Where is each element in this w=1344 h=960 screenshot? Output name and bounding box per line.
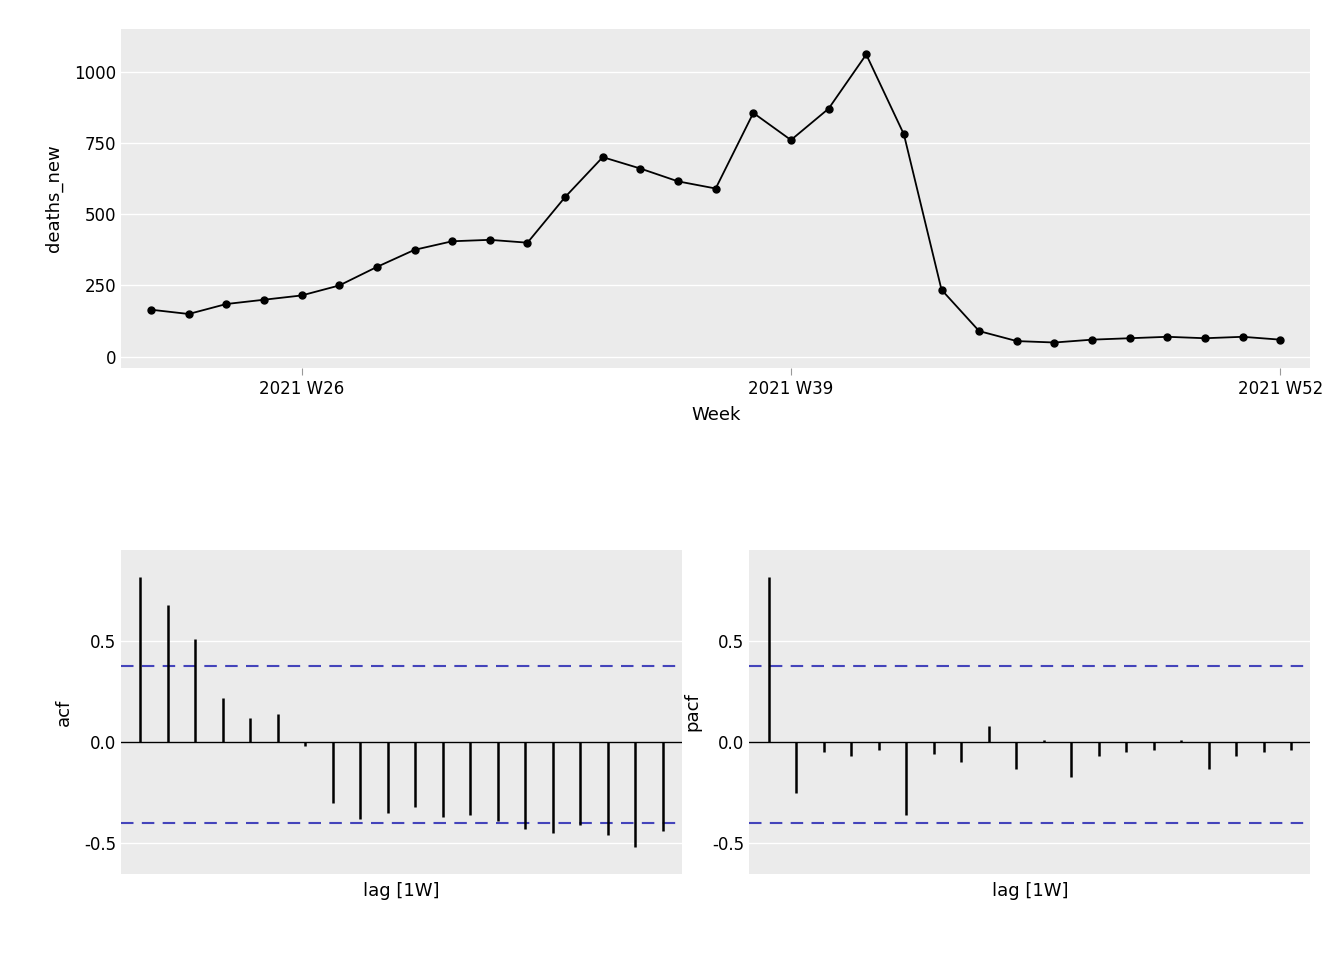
Y-axis label: pacf: pacf (683, 692, 702, 732)
Y-axis label: deaths_new: deaths_new (44, 145, 63, 252)
X-axis label: Week: Week (691, 406, 741, 424)
X-axis label: lag [1W]: lag [1W] (363, 882, 439, 900)
Y-axis label: acf: acf (55, 698, 73, 726)
X-axis label: lag [1W]: lag [1W] (992, 882, 1068, 900)
